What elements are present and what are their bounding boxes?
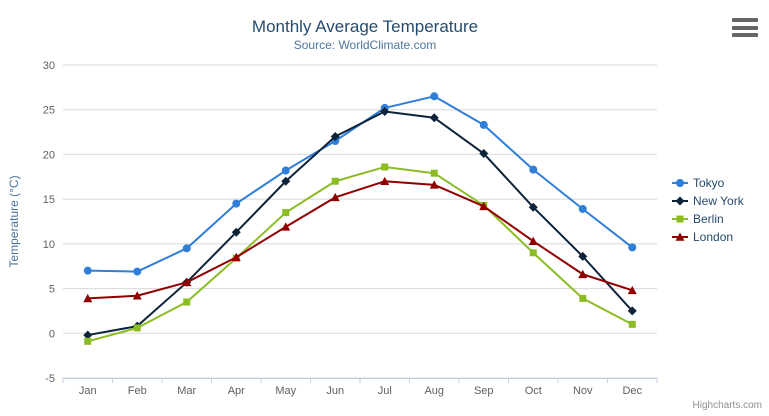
y-tick-label: 10 xyxy=(43,239,55,251)
legend-item-berlin[interactable]: Berlin xyxy=(672,210,744,228)
y-tick-label: -5 xyxy=(45,373,55,385)
marker-diamond-point[interactable] xyxy=(330,132,340,142)
marker-square-point[interactable] xyxy=(430,169,438,177)
x-tick-label: May xyxy=(275,385,296,397)
marker-diamond-point[interactable] xyxy=(380,107,390,117)
y-tick-label: 25 xyxy=(43,105,55,117)
marker-diamond-legend[interactable] xyxy=(675,196,685,206)
legend-label: Berlin xyxy=(693,212,724,226)
x-tick-label: Jul xyxy=(378,385,392,397)
marker-diamond-point[interactable] xyxy=(231,227,241,237)
y-tick-label: 15 xyxy=(43,194,55,206)
legend-marker-square-icon xyxy=(672,215,688,223)
hamburger-icon xyxy=(732,18,758,22)
marker-square-point[interactable] xyxy=(579,294,587,302)
marker-square-point[interactable] xyxy=(628,320,636,328)
marker-diamond-point[interactable] xyxy=(429,113,439,123)
marker-diamond-point[interactable] xyxy=(479,149,489,159)
legend-item-new-york[interactable]: New York xyxy=(672,192,744,210)
marker-circle-point[interactable] xyxy=(628,243,637,252)
series-london xyxy=(83,176,637,303)
x-tick-label: Aug xyxy=(424,385,444,397)
marker-diamond-point[interactable] xyxy=(83,330,93,340)
legend-item-tokyo[interactable]: Tokyo xyxy=(672,174,744,192)
legend-label: London xyxy=(693,230,734,244)
marker-triangle-point[interactable] xyxy=(182,277,192,287)
x-tick-label: Oct xyxy=(525,385,542,397)
marker-triangle-point[interactable] xyxy=(380,176,390,186)
marker-square-point[interactable] xyxy=(133,324,141,332)
marker-triangle-legend[interactable] xyxy=(675,232,685,241)
marker-triangle-point[interactable] xyxy=(479,201,489,211)
marker-square-point[interactable] xyxy=(183,298,191,306)
series-new-york xyxy=(83,107,637,340)
series-line[interactable] xyxy=(87,180,633,300)
marker-circle-point[interactable] xyxy=(281,166,290,175)
marker-triangle-point[interactable] xyxy=(528,236,538,245)
y-tick-label: 30 xyxy=(43,60,55,72)
marker-diamond-point[interactable] xyxy=(578,251,588,261)
marker-circle-point[interactable] xyxy=(479,120,488,129)
marker-square-point[interactable] xyxy=(529,249,537,257)
legend-marker-triangle-icon xyxy=(672,232,688,241)
marker-diamond-point[interactable] xyxy=(281,176,291,186)
y-tick-label: 20 xyxy=(43,149,55,161)
x-tick-label: Dec xyxy=(622,385,642,397)
marker-triangle-point[interactable] xyxy=(429,180,439,189)
chart-subtitle: Source: WorldClimate.com xyxy=(293,38,437,52)
series-line[interactable] xyxy=(87,110,633,337)
marker-triangle-point[interactable] xyxy=(627,285,637,295)
marker-triangle-point[interactable] xyxy=(83,293,93,303)
marker-square-point[interactable] xyxy=(381,163,389,171)
export-menu-button[interactable] xyxy=(732,18,758,37)
y-tick-label: 0 xyxy=(49,328,55,340)
legend: Tokyo New York Berlin London xyxy=(672,174,744,246)
marker-square-point[interactable] xyxy=(84,337,92,345)
legend-label: Tokyo xyxy=(693,176,725,190)
x-tick-label: Sep xyxy=(474,385,494,397)
x-tick-label: Feb xyxy=(128,385,147,397)
marker-square-point[interactable] xyxy=(331,177,339,185)
marker-triangle-point[interactable] xyxy=(281,222,291,231)
y-tick-label: 5 xyxy=(49,284,55,296)
legend-marker-circle-icon xyxy=(672,179,688,187)
marker-circle-point[interactable] xyxy=(529,165,538,174)
credits-link[interactable]: Highcharts.com xyxy=(692,400,762,411)
marker-circle-point[interactable] xyxy=(133,267,142,276)
marker-circle-point[interactable] xyxy=(430,92,439,101)
marker-circle-point[interactable] xyxy=(182,244,191,253)
marker-triangle-point[interactable] xyxy=(578,269,588,279)
marker-triangle-point[interactable] xyxy=(132,291,142,300)
legend-marker-diamond-icon xyxy=(672,196,688,206)
marker-square-point[interactable] xyxy=(282,209,290,217)
series-line[interactable] xyxy=(87,95,633,273)
x-tick-label: Jan xyxy=(79,385,97,397)
chart-title: Monthly Average Temperature xyxy=(251,17,479,36)
marker-circle-point[interactable] xyxy=(232,199,241,208)
x-tick-label: Nov xyxy=(573,385,593,397)
series-line[interactable] xyxy=(87,165,633,343)
legend-item-london[interactable]: London xyxy=(672,228,744,246)
series-tokyo xyxy=(83,92,637,276)
marker-triangle-point[interactable] xyxy=(330,192,340,202)
marker-circle-legend[interactable] xyxy=(676,179,684,187)
legend-label: New York xyxy=(693,194,744,208)
x-tick-label: Mar xyxy=(177,385,196,397)
x-tick-label: Apr xyxy=(228,385,245,397)
y-axis-title: Temperature (°C) xyxy=(7,175,21,267)
marker-diamond-point[interactable] xyxy=(627,306,637,316)
x-tick-label: Jun xyxy=(326,385,344,397)
marker-square-legend[interactable] xyxy=(676,215,684,223)
marker-diamond-point[interactable] xyxy=(528,202,538,212)
marker-circle-point[interactable] xyxy=(83,266,92,275)
marker-circle-point[interactable] xyxy=(578,204,587,213)
marker-triangle-point[interactable] xyxy=(231,252,241,262)
